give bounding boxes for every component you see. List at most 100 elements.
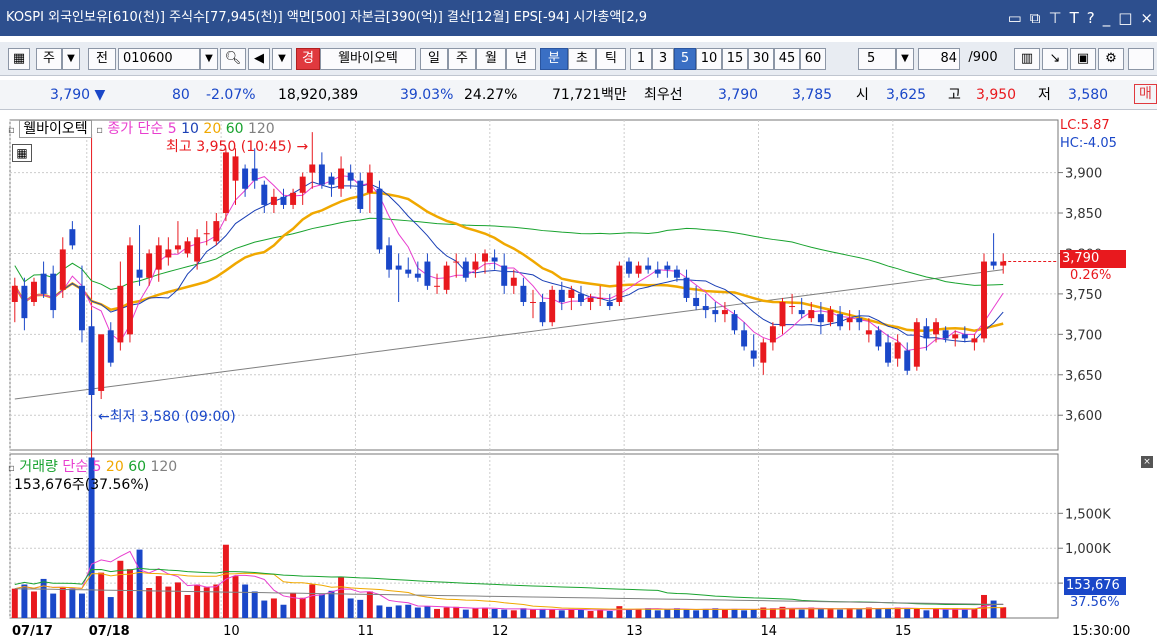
lc-label: LC:5.87 [1060, 118, 1110, 133]
candle-body [606, 301, 613, 307]
candle-body [309, 164, 316, 173]
unit-second[interactable]: 초 [568, 48, 596, 70]
period-week[interactable]: 주 [448, 48, 476, 70]
maximize-icon[interactable]: □ [1118, 9, 1133, 27]
candle-body [750, 350, 757, 359]
minimize-icon[interactable]: _ [1102, 9, 1111, 27]
window-title: KOSPI 외국인보유[610(천)] 주식수[77,945(천)] 액면[50… [6, 10, 648, 25]
close-icon[interactable]: × [1141, 456, 1153, 468]
interval-5[interactable]: 5 [674, 48, 696, 70]
help-icon[interactable]: ? [1086, 9, 1095, 27]
pin-icon[interactable]: ⊤ [1048, 9, 1062, 27]
volume-bar [856, 608, 863, 618]
volume-bar [942, 609, 949, 618]
candle-body [875, 330, 882, 347]
bid-price: 3,785 [792, 87, 833, 103]
chevron-down-icon[interactable]: ▼ [200, 48, 218, 70]
unit-tick[interactable]: 틱 [596, 48, 626, 70]
volume-bar [827, 608, 834, 618]
volume-bar [952, 608, 959, 618]
candle-body [59, 249, 66, 290]
count-total: /900 [968, 50, 998, 65]
volume-bar [712, 608, 719, 618]
interval-45[interactable]: 45 [774, 48, 800, 70]
legend-ma60: 60 [225, 121, 244, 137]
candle-body [261, 184, 268, 205]
font-icon[interactable]: T [1069, 9, 1079, 27]
volume-bar [577, 609, 584, 618]
chevron-down-icon[interactable]: ▼ [896, 48, 914, 70]
search-icon[interactable]: 🔍︎ [220, 48, 246, 70]
volume-bar [347, 598, 354, 618]
period-day[interactable]: 일 [420, 48, 448, 70]
speaker-icon[interactable]: ◀ [248, 48, 270, 70]
line-tool-icon[interactable]: ↘ [1042, 48, 1068, 70]
arrow-left-icon: ← [98, 409, 110, 425]
candle-body [693, 297, 700, 307]
table-icon[interactable]: ▦ [12, 144, 32, 162]
chevron-down-icon[interactable]: ▼ [272, 48, 292, 70]
interval-15[interactable]: 15 [722, 48, 748, 70]
mode-select[interactable]: 주 [36, 48, 62, 70]
popout-icon[interactable]: ⧉ [1029, 9, 1041, 27]
candle-body [817, 314, 824, 323]
gear-icon[interactable]: ⚙ [1098, 48, 1124, 70]
volume-legend-ma60: 60 [128, 459, 147, 475]
volume-bar [414, 607, 421, 618]
current-volume-tag: 153,676 [1064, 577, 1126, 595]
save-icon[interactable]: ▣ [1070, 48, 1096, 70]
time-axis-label: 10 [223, 624, 240, 639]
price-panel-frame [9, 119, 1059, 451]
volume-bar [59, 587, 66, 618]
close-icon[interactable]: × [1140, 9, 1153, 27]
volume-bar [462, 609, 469, 618]
period-month[interactable]: 월 [476, 48, 506, 70]
all-button[interactable]: 전 [88, 48, 116, 70]
candle-body [933, 322, 940, 335]
unit-minute[interactable]: 분 [540, 48, 568, 70]
candle-body [664, 265, 671, 270]
interval-10[interactable]: 10 [696, 48, 722, 70]
volume-ma20-line [14, 571, 1004, 610]
restore-icon[interactable]: ▭ [1007, 9, 1022, 27]
volume-bar [875, 608, 882, 618]
candle-body [923, 326, 930, 339]
interval-3[interactable]: 3 [652, 48, 674, 70]
layout-icon[interactable]: ▦ [8, 48, 30, 70]
interval-30[interactable]: 30 [748, 48, 774, 70]
volume-bar [693, 610, 700, 618]
volume-axis-label: 1,500K [1065, 507, 1111, 522]
chart-area[interactable]: 3,9003,8503,8003,7503,7003,6503,6001,500… [0, 114, 1157, 641]
legend-ma5: 5 [167, 121, 177, 137]
candle-type-icon[interactable]: ▥ [1014, 48, 1040, 70]
stock-tag[interactable]: 경 [296, 48, 320, 70]
volume-bar [222, 544, 229, 618]
candle-body [155, 245, 162, 270]
candle-body [98, 334, 105, 391]
volume-ma120-line [14, 588, 1004, 606]
volume-bar [798, 609, 805, 618]
count-input[interactable]: 84 [918, 48, 960, 70]
high-note-text: 최고 3,950 (10:45) [166, 139, 293, 155]
checkbox-icon[interactable] [1128, 48, 1154, 70]
legend-ma10: 10 [181, 121, 199, 137]
period-year[interactable]: 년 [506, 48, 536, 70]
volume-bar [194, 584, 201, 618]
current-price-pct: 0.26% [1070, 268, 1112, 283]
candle-body [808, 310, 815, 319]
code-input[interactable]: 010600 [118, 48, 200, 70]
volume-bar [664, 608, 671, 618]
volume-bar [11, 588, 18, 618]
extra-button[interactable]: 매 [1134, 84, 1157, 104]
chevron-down-icon[interactable]: ▼ [62, 48, 80, 70]
candle-body [597, 297, 604, 299]
candle-body [616, 265, 623, 302]
interval-select[interactable]: 5 [858, 48, 896, 70]
interval-1[interactable]: 1 [630, 48, 652, 70]
candle-body [789, 306, 796, 308]
volume-bar [443, 607, 450, 618]
interval-60[interactable]: 60 [800, 48, 826, 70]
price-volume-chart[interactable]: 3,9003,8503,8003,7503,7003,6503,6001,500… [0, 114, 1157, 641]
volume-bar [126, 569, 133, 618]
change-pct: -2.07% [206, 87, 256, 103]
